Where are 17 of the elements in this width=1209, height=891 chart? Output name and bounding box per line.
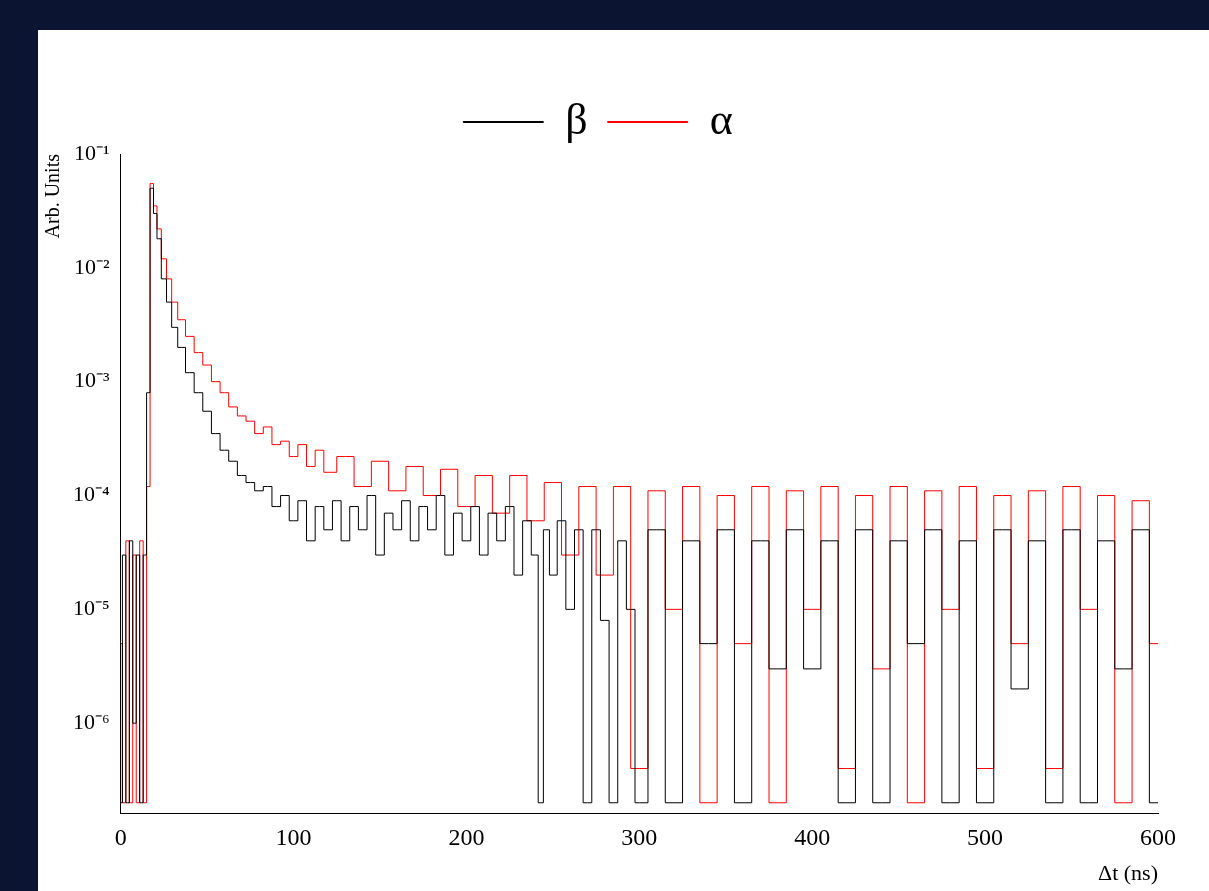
y-tick-label: 10⁻¹ bbox=[74, 139, 110, 165]
legend-label: α bbox=[709, 94, 733, 144]
x-tick-label: 500 bbox=[967, 824, 1004, 851]
x-tick-label: 0 bbox=[114, 824, 127, 851]
x-tick-label: 300 bbox=[621, 824, 658, 851]
y-tick-label: 10⁻⁴ bbox=[73, 481, 110, 507]
y-axis-title: Arb. Units bbox=[41, 153, 64, 239]
y-tick-label: 10⁻² bbox=[74, 253, 111, 279]
x-axis-title: Δt (ns) bbox=[1098, 859, 1158, 885]
x-tick-label: 600 bbox=[1140, 824, 1176, 851]
legend-label: β bbox=[565, 94, 588, 144]
y-tick-label: 10⁻³ bbox=[74, 367, 111, 393]
y-tick-label: 10⁻⁵ bbox=[73, 595, 110, 621]
x-tick-label: 200 bbox=[448, 824, 485, 851]
x-tick-label: 400 bbox=[794, 824, 831, 851]
x-tick-label: 100 bbox=[275, 824, 312, 851]
y-tick-label: 10⁻⁶ bbox=[73, 708, 110, 734]
